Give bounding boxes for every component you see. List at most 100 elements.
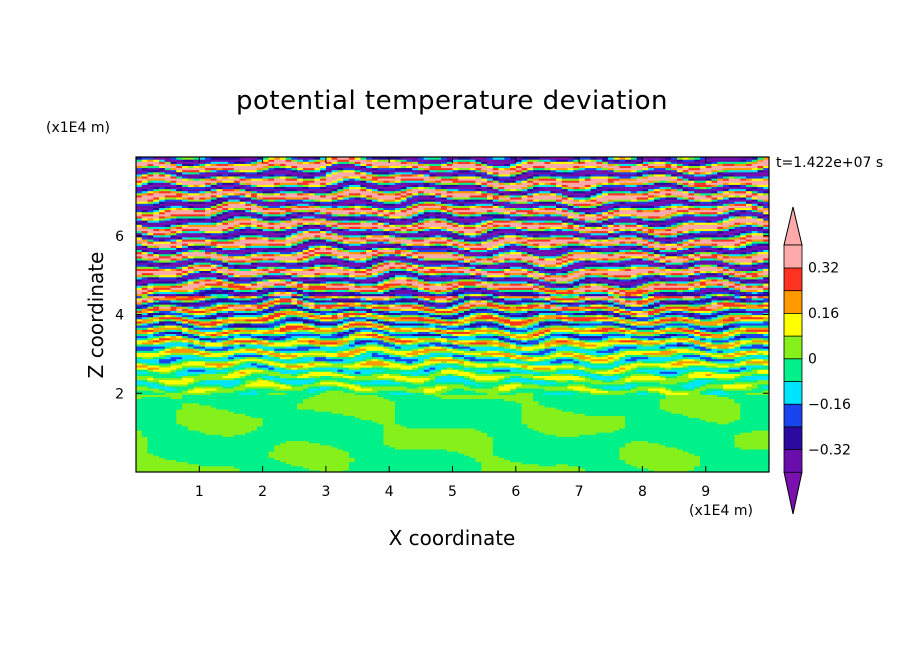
contour-cell (699, 314, 718, 318)
contour-cell (544, 255, 557, 259)
contour-cell (579, 308, 586, 311)
contour-cell (653, 335, 667, 339)
contour-cell (136, 406, 183, 410)
contour-cell (556, 337, 569, 341)
contour-cell (544, 274, 551, 278)
contour-cell (573, 287, 580, 290)
contour-cell (653, 270, 695, 274)
contour-cell (458, 243, 465, 246)
contour-cell (354, 337, 362, 341)
contour-cell (435, 331, 442, 334)
contour-cell (429, 293, 436, 297)
contour-cell (389, 270, 408, 274)
contour-cell (469, 304, 477, 307)
contour-cell (423, 287, 431, 290)
contour-cell (383, 283, 402, 286)
contour-cell (268, 453, 350, 456)
contour-cell (423, 320, 431, 324)
contour-cell (717, 299, 724, 303)
contour-cell (228, 255, 235, 259)
contour-cell (665, 346, 678, 349)
contour-cell (285, 461, 350, 465)
contour-cell (556, 243, 563, 246)
contour-cell (446, 385, 471, 389)
contour-cell (510, 343, 517, 347)
contour-cell (734, 346, 741, 349)
contour-cell (464, 356, 477, 360)
contour-cell (757, 352, 764, 355)
contour-cell (343, 238, 367, 242)
contour-cell (210, 350, 223, 353)
contour-cell (233, 320, 252, 324)
contour-cell (394, 331, 413, 334)
contour-cell (458, 375, 465, 379)
contour-cell (440, 362, 448, 366)
contour-cell (423, 364, 431, 368)
contour-cell (274, 356, 281, 360)
contour-cell (757, 278, 764, 282)
contour-cell (498, 295, 505, 299)
contour-cell (435, 354, 448, 358)
contour-cell (262, 272, 269, 276)
contour-cell (343, 310, 350, 313)
contour-cell (671, 337, 678, 341)
contour-cell (579, 293, 586, 297)
contour-cell (239, 467, 310, 471)
contour-cell (308, 299, 315, 303)
contour-cell (308, 339, 315, 343)
contour-cell (210, 251, 218, 255)
contour-cell (567, 283, 574, 286)
contour-cell (527, 314, 534, 318)
contour-cell (343, 278, 367, 282)
contour-cell (147, 377, 154, 381)
contour-cell (262, 356, 275, 360)
contour-cell (268, 350, 275, 353)
contour-cell (711, 251, 718, 255)
contour-cell (579, 257, 586, 261)
contour-cell (659, 297, 667, 301)
contour-cell (452, 354, 465, 358)
contour-cell (377, 316, 402, 320)
contour-cell (538, 272, 546, 276)
contour-cell (216, 293, 223, 297)
contour-cell (222, 289, 235, 292)
contour-cell (682, 413, 741, 416)
contour-cell (613, 327, 620, 330)
contour-cell (458, 264, 465, 267)
contour-cell (354, 306, 362, 309)
contour-cell (141, 287, 149, 290)
contour-cell (550, 333, 563, 337)
contour-cell (354, 362, 362, 366)
contour-cell (682, 356, 690, 360)
contour-cell (722, 283, 736, 286)
contour-cell (164, 457, 275, 460)
contour-cell (193, 348, 200, 351)
contour-cell (245, 255, 252, 259)
contour-cell (285, 329, 292, 332)
contour-cell (314, 379, 321, 383)
contour-cell (389, 360, 396, 364)
contour-cell (435, 371, 442, 374)
contour-cell (314, 390, 327, 393)
contour-cell (182, 270, 189, 274)
contour-cell (412, 297, 419, 301)
contour-cell (602, 333, 626, 337)
contour-cell (740, 318, 764, 322)
contour-cell (619, 299, 626, 303)
contour-cell (435, 337, 448, 341)
contour-cell (274, 327, 281, 330)
contour-cell (371, 339, 385, 343)
contour-cell (734, 247, 741, 250)
contour-cell (251, 257, 264, 261)
contour-cell (659, 339, 667, 343)
contour-cell (274, 379, 281, 383)
contour-cell (636, 278, 649, 282)
contour-cell (590, 329, 609, 332)
contour-cell (239, 392, 258, 395)
contour-cell (694, 276, 701, 280)
contour-cell (199, 333, 206, 337)
contour-cell (711, 333, 730, 337)
contour-cell (417, 257, 425, 261)
contour-cell (343, 274, 350, 278)
contour-cell (590, 367, 615, 370)
